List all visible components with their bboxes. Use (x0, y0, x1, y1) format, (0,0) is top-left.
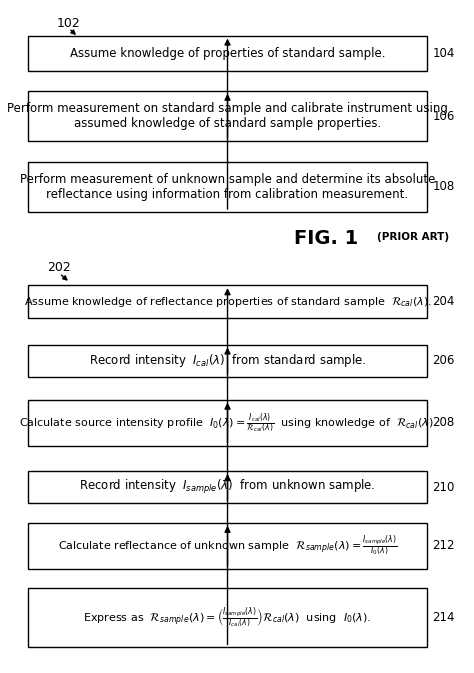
Text: Record intensity  $\mathit{I}_{sample}(\lambda)$  from unknown sample.: Record intensity $\mathit{I}_{sample}(\l… (79, 479, 376, 496)
FancyBboxPatch shape (28, 162, 427, 212)
FancyBboxPatch shape (28, 523, 427, 569)
FancyBboxPatch shape (28, 91, 427, 141)
FancyBboxPatch shape (28, 36, 427, 71)
Text: Assume knowledge of properties of standard sample.: Assume knowledge of properties of standa… (70, 46, 385, 60)
Text: FIG. 1: FIG. 1 (294, 229, 358, 248)
Text: 212: 212 (432, 539, 455, 553)
Text: (PRIOR ART): (PRIOR ART) (377, 232, 449, 242)
FancyBboxPatch shape (28, 285, 427, 318)
Text: Express as  $\mathcal{R}_{sample}(\lambda) = \left(\frac{\mathit{I}_{sample}(\la: Express as $\mathcal{R}_{sample}(\lambda… (83, 606, 372, 630)
Text: 102: 102 (57, 17, 81, 30)
Text: 210: 210 (432, 481, 455, 494)
Text: 208: 208 (432, 416, 455, 429)
Text: Record intensity  $\mathit{I}_{cal}(\lambda)$  from standard sample.: Record intensity $\mathit{I}_{cal}(\lamb… (89, 352, 366, 369)
Text: 214: 214 (432, 611, 455, 625)
FancyBboxPatch shape (28, 345, 427, 377)
Text: Assume knowledge of reflectance properties of standard sample  $\mathcal{R}_{cal: Assume knowledge of reflectance properti… (24, 295, 431, 308)
FancyBboxPatch shape (28, 588, 427, 647)
Text: Perform measurement of unknown sample and determine its absolute
reflectance usi: Perform measurement of unknown sample an… (20, 173, 435, 201)
Text: 206: 206 (432, 354, 455, 367)
Text: Calculate source intensity profile  $\mathit{I}_0(\lambda) =\frac{\mathit{I}_{ca: Calculate source intensity profile $\mat… (18, 411, 437, 435)
Text: 104: 104 (432, 46, 455, 60)
Text: 106: 106 (432, 110, 455, 122)
Text: 202: 202 (47, 261, 71, 275)
Text: Perform measurement on standard sample and calibrate instrument using
assumed kn: Perform measurement on standard sample a… (7, 102, 448, 130)
FancyBboxPatch shape (28, 471, 427, 503)
FancyBboxPatch shape (28, 400, 427, 446)
Text: Calculate reflectance of unknown sample  $\mathcal{R}_{sample}(\lambda) = \frac{: Calculate reflectance of unknown sample … (58, 534, 397, 558)
Text: 108: 108 (432, 180, 455, 193)
Text: 204: 204 (432, 295, 455, 308)
